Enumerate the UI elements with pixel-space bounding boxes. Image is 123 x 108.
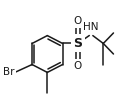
Text: Br: Br [3, 67, 15, 77]
Text: O: O [74, 16, 82, 26]
Text: HN: HN [83, 22, 99, 32]
Text: O: O [74, 61, 82, 71]
Text: S: S [73, 37, 82, 50]
